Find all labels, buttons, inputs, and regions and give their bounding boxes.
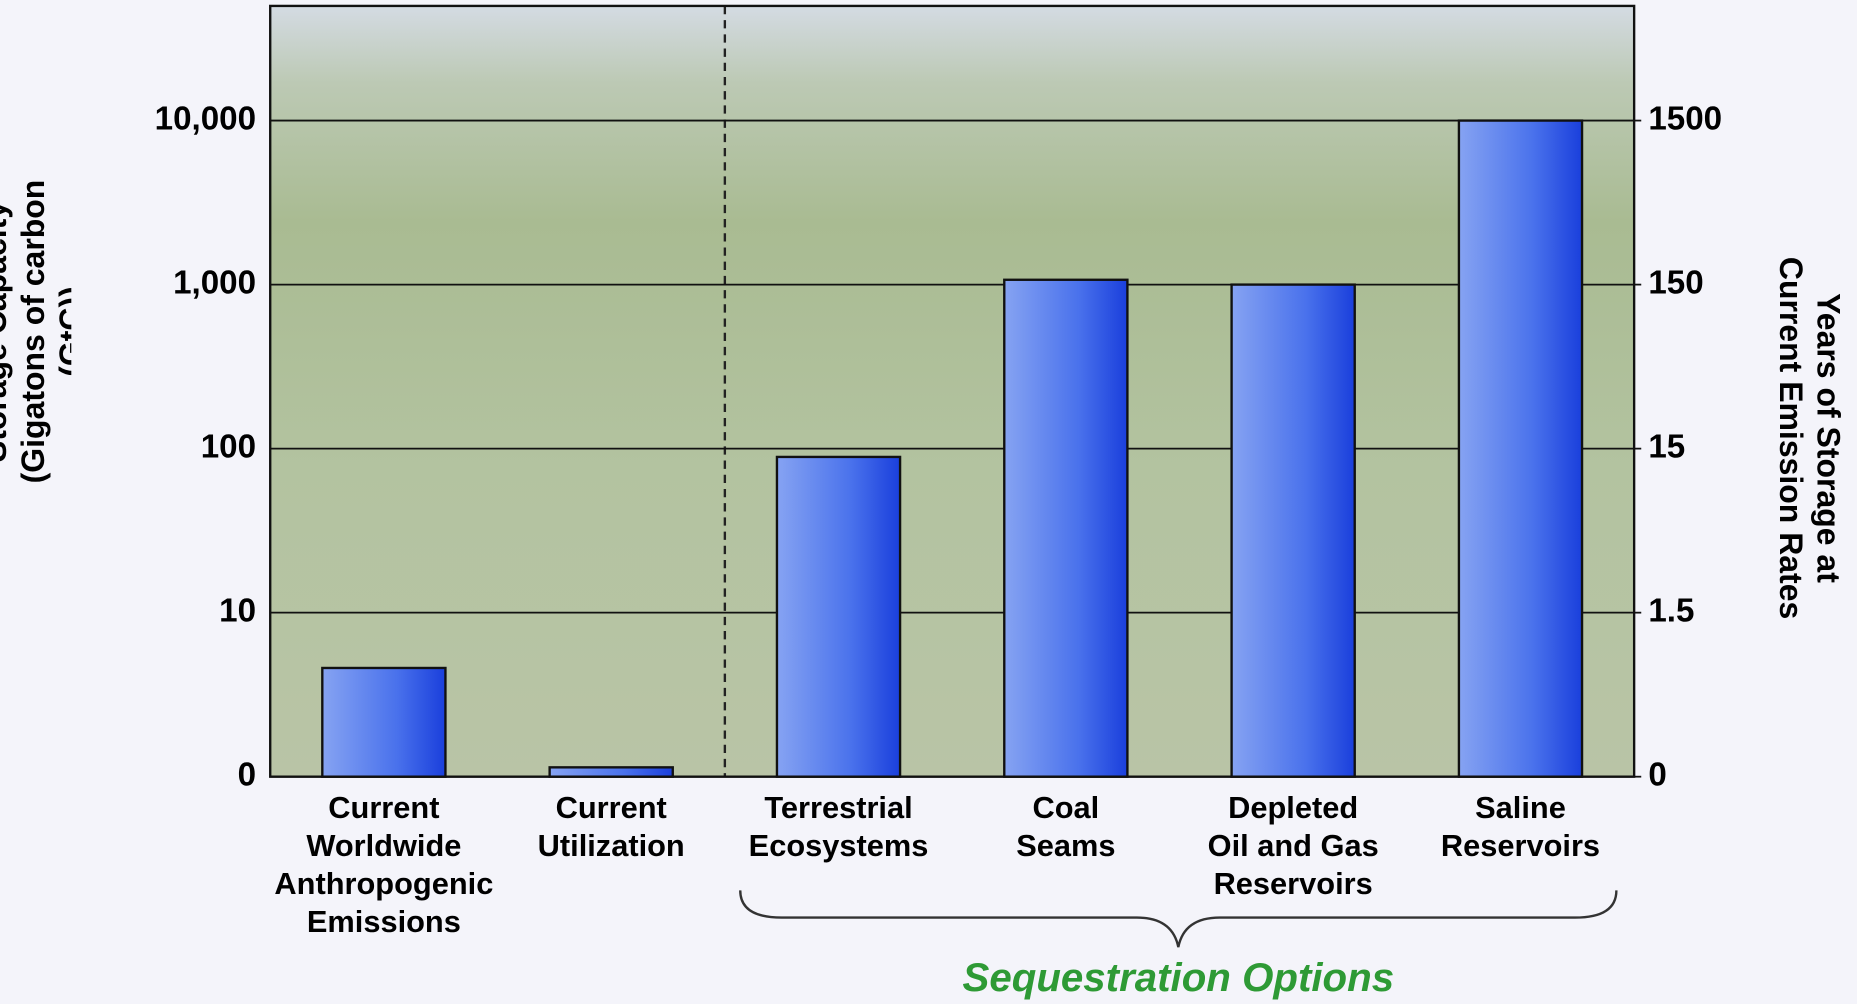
bar xyxy=(322,668,445,777)
x-tick-label-text: Depleted Oil and Gas Reservoirs xyxy=(1163,789,1423,903)
x-tick-label: Current Utilization xyxy=(481,789,741,955)
x-tick-label: Terrestrial Ecosystems xyxy=(708,789,968,955)
bar xyxy=(550,767,673,776)
y2-axis-title-text: Years of Storage at Current Emission Rat… xyxy=(1771,237,1847,640)
x-tick-label-text: Saline Reservoirs xyxy=(1390,789,1650,865)
x-tick-label-text: Current Worldwide Anthropogenic Emission… xyxy=(254,789,514,941)
bar xyxy=(1459,121,1582,777)
background-photo xyxy=(270,6,1634,777)
y-tick-label: 10 xyxy=(219,592,256,629)
x-tick-label-text: Terrestrial Ecosystems xyxy=(708,789,968,865)
y2-tick-label: 1.5 xyxy=(1648,592,1694,629)
y2-tick-label: 15 xyxy=(1648,428,1685,465)
y-axis-title-text: Storage Capacity (Gigatons of carbon (Gt… xyxy=(0,130,71,533)
x-tick-label: Coal Seams xyxy=(936,789,1196,955)
x-tick-label-text: Coal Seams xyxy=(936,789,1196,865)
x-tick-label: Saline Reservoirs xyxy=(1390,789,1650,955)
chart: Sequestration Options Storage Capacity (… xyxy=(0,0,1857,1004)
x-tick-label-text: Current Utilization xyxy=(481,789,741,865)
y-tick-label: 10,000 xyxy=(155,100,256,137)
y-tick-label: 1,000 xyxy=(173,264,256,301)
y-axis-title: Storage Capacity (Gigatons of carbon (Gt… xyxy=(0,130,71,533)
x-tick-label: Current Worldwide Anthropogenic Emission… xyxy=(254,789,514,955)
y-tick-label: 100 xyxy=(201,428,256,465)
page: Sequestration Options Storage Capacity (… xyxy=(0,0,1857,1004)
y2-tick-label: 0 xyxy=(1648,756,1666,793)
bar xyxy=(1004,280,1127,777)
x-tick-label: Depleted Oil and Gas Reservoirs xyxy=(1163,789,1423,955)
bar xyxy=(777,457,900,777)
annotation: Sequestration Options xyxy=(963,955,1395,1000)
bar xyxy=(1232,285,1355,777)
y2-tick-label: 150 xyxy=(1648,264,1703,301)
y2-axis-title: Years of Storage at Current Emission Rat… xyxy=(1753,237,1848,640)
y2-tick-label: 1500 xyxy=(1648,100,1722,137)
